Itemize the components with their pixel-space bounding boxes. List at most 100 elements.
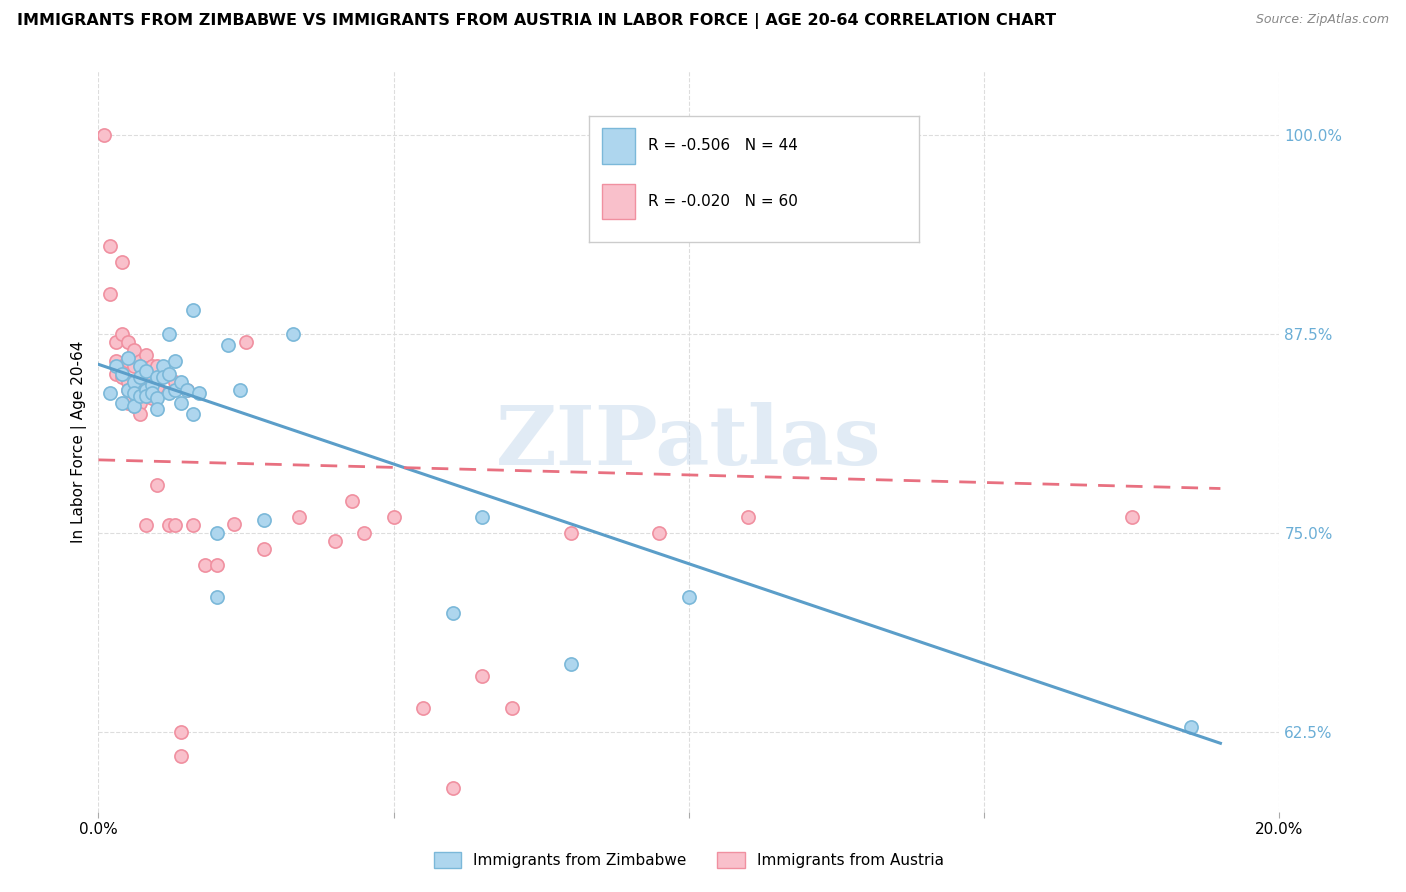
Point bbox=[1121, 510, 1143, 524]
Point bbox=[128, 354, 150, 368]
Point bbox=[165, 518, 187, 533]
Point bbox=[181, 518, 204, 533]
Point bbox=[98, 386, 121, 401]
Point bbox=[135, 364, 157, 378]
Point bbox=[122, 343, 145, 357]
Point bbox=[98, 287, 121, 301]
Point bbox=[737, 510, 759, 524]
Point bbox=[135, 383, 157, 397]
Point bbox=[323, 534, 346, 549]
Point bbox=[135, 389, 157, 403]
Point bbox=[170, 749, 193, 764]
Point bbox=[342, 494, 364, 508]
Point bbox=[98, 239, 121, 253]
Point bbox=[1180, 720, 1202, 734]
Point bbox=[176, 383, 198, 397]
Point bbox=[194, 558, 217, 572]
Point bbox=[105, 334, 128, 349]
Point bbox=[128, 370, 150, 384]
Point bbox=[128, 407, 150, 421]
Point bbox=[187, 386, 209, 401]
Point bbox=[224, 516, 246, 531]
Point bbox=[105, 354, 128, 368]
Point bbox=[157, 327, 180, 342]
Point bbox=[117, 334, 139, 349]
Point bbox=[152, 359, 174, 373]
Point bbox=[128, 395, 150, 409]
Point bbox=[141, 359, 163, 373]
Point bbox=[181, 303, 204, 318]
Point bbox=[678, 590, 700, 604]
Point bbox=[170, 375, 193, 389]
Point bbox=[117, 395, 139, 409]
Point bbox=[229, 383, 252, 397]
Point bbox=[111, 255, 134, 269]
Point bbox=[111, 359, 134, 373]
Point bbox=[122, 386, 145, 401]
Point bbox=[217, 338, 239, 352]
Point bbox=[146, 379, 169, 393]
Point bbox=[122, 399, 145, 413]
Point bbox=[253, 541, 276, 556]
Point bbox=[235, 334, 257, 349]
Point bbox=[412, 701, 434, 715]
Point bbox=[128, 389, 150, 403]
Point bbox=[501, 701, 523, 715]
Point bbox=[146, 391, 169, 405]
Text: IMMIGRANTS FROM ZIMBABWE VS IMMIGRANTS FROM AUSTRIA IN LABOR FORCE | AGE 20-64 C: IMMIGRANTS FROM ZIMBABWE VS IMMIGRANTS F… bbox=[17, 13, 1056, 29]
Point bbox=[117, 354, 139, 368]
Point bbox=[283, 327, 305, 342]
Point bbox=[170, 725, 193, 739]
Point bbox=[157, 386, 180, 401]
Point bbox=[441, 780, 464, 795]
Text: Source: ZipAtlas.com: Source: ZipAtlas.com bbox=[1256, 13, 1389, 27]
Point bbox=[122, 359, 145, 373]
Point bbox=[122, 375, 145, 389]
Point bbox=[157, 367, 180, 381]
Point bbox=[141, 386, 163, 401]
Point bbox=[157, 518, 180, 533]
Point bbox=[253, 513, 276, 527]
Point bbox=[111, 395, 134, 409]
Point bbox=[382, 510, 405, 524]
Point bbox=[111, 367, 134, 381]
Point bbox=[648, 526, 671, 541]
Point bbox=[141, 391, 163, 405]
Point bbox=[176, 383, 198, 397]
Point bbox=[122, 375, 145, 389]
Point bbox=[165, 375, 187, 389]
Point bbox=[117, 351, 139, 365]
Point bbox=[141, 379, 163, 393]
Point bbox=[128, 359, 150, 373]
Point bbox=[105, 367, 128, 381]
Point bbox=[471, 669, 494, 683]
Point bbox=[205, 558, 228, 572]
Point bbox=[93, 128, 115, 142]
Point bbox=[135, 348, 157, 362]
Point bbox=[146, 370, 169, 384]
Y-axis label: In Labor Force | Age 20-64: In Labor Force | Age 20-64 bbox=[72, 341, 87, 542]
Point bbox=[165, 354, 187, 368]
Point bbox=[353, 526, 375, 541]
Point bbox=[128, 370, 150, 384]
Point bbox=[152, 370, 174, 384]
Point bbox=[205, 590, 228, 604]
Point bbox=[111, 370, 134, 384]
Point bbox=[288, 510, 311, 524]
Point bbox=[117, 383, 139, 397]
Point bbox=[441, 606, 464, 620]
Point bbox=[205, 526, 228, 541]
Point bbox=[135, 367, 157, 381]
Point bbox=[165, 383, 187, 397]
Legend: Immigrants from Zimbabwe, Immigrants from Austria: Immigrants from Zimbabwe, Immigrants fro… bbox=[427, 847, 950, 874]
Point bbox=[170, 395, 193, 409]
Point bbox=[111, 327, 134, 342]
Point bbox=[135, 383, 157, 397]
Point bbox=[146, 401, 169, 416]
Point bbox=[105, 359, 128, 373]
Text: ZIPatlas: ZIPatlas bbox=[496, 401, 882, 482]
Point bbox=[117, 383, 139, 397]
Point bbox=[135, 518, 157, 533]
Point bbox=[146, 359, 169, 373]
Point bbox=[560, 657, 582, 671]
